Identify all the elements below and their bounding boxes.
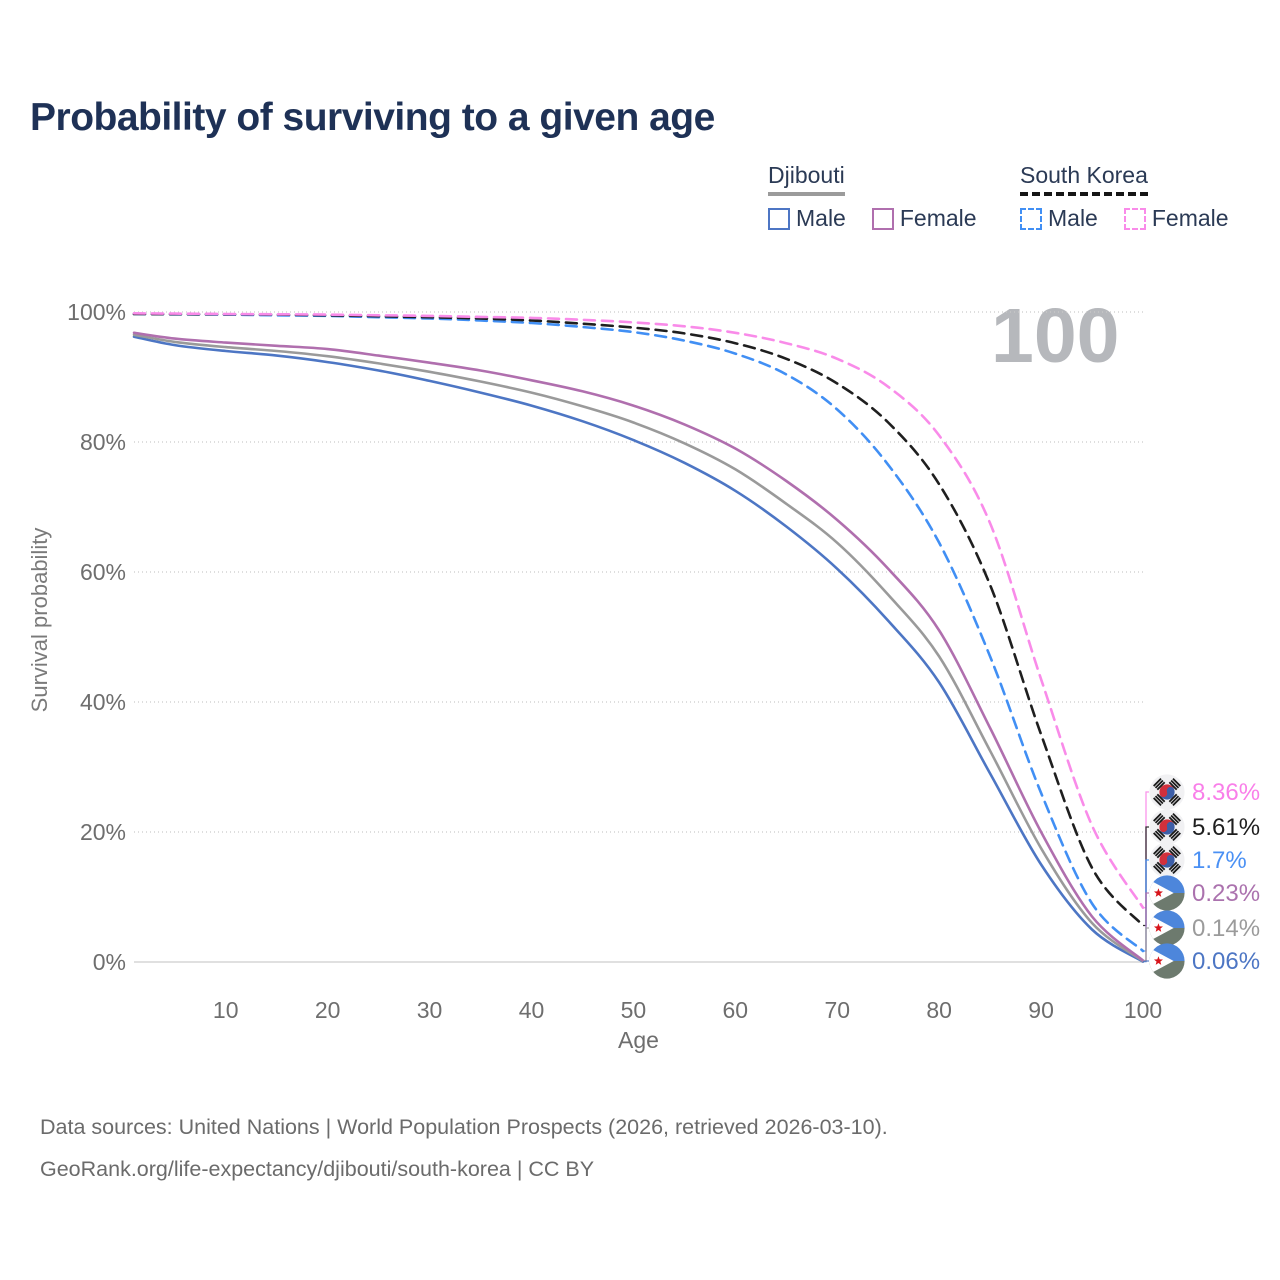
legend: Djibouti Male Female South Korea Male Female [0,0,1280,250]
y-tick-label: 80% [80,429,126,455]
footer-sources: Data sources: United Nations | World Pop… [40,1115,888,1139]
x-tick-label: 50 [621,997,647,1023]
legend-swatch-icon [1020,207,1042,230]
end-value-label-south-korea-male: 1.7% [1192,847,1247,874]
footer: Data sources: United Nations | World Pop… [40,1106,888,1190]
legend-swatch-icon [871,207,894,230]
series-line-djibouti-male[interactable] [132,335,1145,963]
x-tick-label: 20 [315,997,341,1023]
x-tick-label: 10 [213,997,239,1023]
series-line-south-korea-male[interactable] [132,312,1145,953]
footer-url: GeoRank.org/life-expectancy/djibouti/sou… [40,1157,595,1181]
legend-swatch-icon [768,207,790,230]
south-korea-flag-icon [1149,842,1185,878]
series-line-south-korea-both[interactable] [132,312,1145,927]
legend-item-south-korea-female[interactable]: Female [1123,205,1229,232]
series-line-djibouti-female[interactable] [132,331,1145,962]
djibouti-flag-icon [1149,943,1185,979]
page-title: Probability of surviving to a given age [30,96,715,140]
south-korea-flag-icon [1149,809,1185,845]
x-tick-label: 90 [1028,997,1054,1023]
legend-item-label: Female [899,205,977,231]
legend-item-djibouti-female[interactable]: Female [871,205,977,232]
end-label-connector [1143,960,1149,963]
x-tick-label: 100 [1124,997,1162,1023]
end-label-connector [1143,927,1149,962]
y-tick-label: 100% [67,299,126,325]
age-watermark: 100 [991,293,1120,379]
x-tick-label: 40 [519,997,545,1023]
end-value-label-djibouti-both: 0.14% [1192,915,1260,942]
end-value-label-djibouti-female: 0.23% [1192,880,1260,907]
legend-swatch-icon [1123,207,1146,230]
series-line-south-korea-female[interactable] [132,312,1145,909]
legend-group-djibouti: Djibouti Male Female [768,162,977,232]
y-tick-label: 0% [93,949,126,975]
legend-country-label[interactable]: Djibouti [768,162,845,196]
legend-item-djibouti-male[interactable]: Male [768,205,846,232]
djibouti-flag-icon [1149,910,1185,946]
series-line-djibouti-both[interactable] [132,333,1145,963]
legend-item-label: Female [1151,205,1229,231]
end-value-label-djibouti-male: 0.06% [1192,948,1260,975]
end-value-label-south-korea-both: 5.61% [1192,814,1260,841]
djibouti-flag-icon [1149,875,1185,911]
y-tick-label: 60% [80,559,126,585]
y-axis-title: Survival probability [27,528,52,713]
legend-item-label: Male [1048,205,1098,231]
x-tick-label: 70 [824,997,850,1023]
legend-item-label: Male [796,205,846,231]
y-tick-label: 40% [80,689,126,715]
end-value-label-south-korea-female: 8.36% [1192,779,1260,806]
y-tick-label: 20% [80,819,126,845]
x-tick-label: 60 [723,997,749,1023]
south-korea-flag-icon [1149,774,1185,810]
legend-country-label[interactable]: South Korea [1020,162,1148,196]
legend-group-south-korea: South Korea Male Female [1020,162,1229,232]
x-tick-label: 80 [926,997,952,1023]
x-axis-title: Age [618,1027,659,1053]
x-tick-label: 30 [417,997,443,1023]
legend-item-south-korea-male[interactable]: Male [1020,205,1098,232]
